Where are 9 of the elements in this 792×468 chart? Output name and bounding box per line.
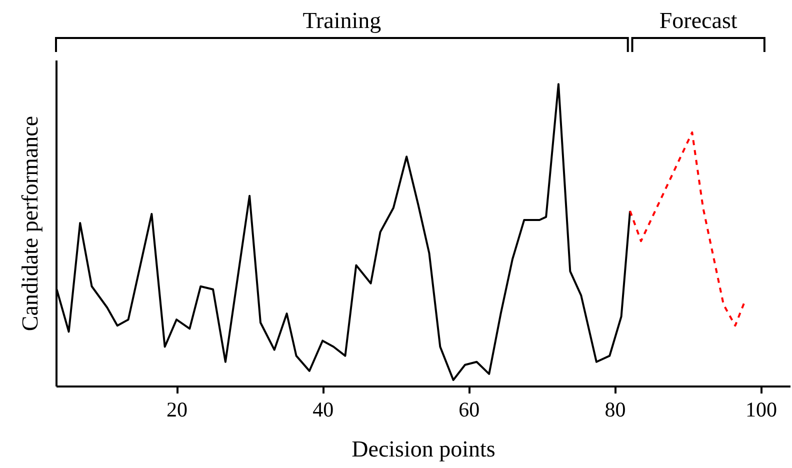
x-axis-title: Decision points (352, 436, 496, 462)
x-tick-label: 80 (604, 398, 626, 422)
text: Forecast (659, 8, 738, 33)
x-tick-label: 60 (458, 398, 480, 422)
text: Training (302, 8, 382, 33)
y-axis-title: Candidate performance (18, 116, 42, 332)
x-tick-label: 20 (166, 398, 188, 422)
x-tick-label: 40 (312, 398, 334, 422)
x-tick-label: 100 (746, 398, 778, 422)
